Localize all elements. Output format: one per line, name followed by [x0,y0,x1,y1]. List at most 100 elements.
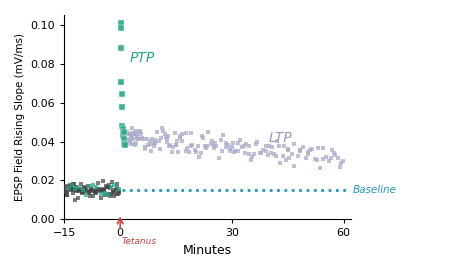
Point [106,193,114,198]
Point [120,136,128,140]
Point [75,185,83,189]
Point [118,104,126,109]
Point [200,135,207,140]
Point [299,145,306,149]
Point [101,193,109,197]
Point [164,134,172,138]
Point [161,132,169,136]
Point [325,159,332,163]
Point [182,149,190,154]
Point [127,132,134,137]
Point [311,157,319,161]
Point [80,184,88,189]
Point [262,149,269,153]
Point [189,143,196,147]
Point [217,137,224,142]
Point [272,154,280,158]
Point [133,135,141,140]
Point [64,193,71,197]
Point [136,137,144,141]
Point [296,149,304,153]
Point [150,144,158,148]
Point [100,187,108,191]
Point [187,143,194,148]
Point [176,134,183,138]
Point [227,149,234,153]
Point [69,183,76,188]
Point [112,192,120,197]
Point [248,155,256,159]
Text: Baseline: Baseline [353,185,397,195]
Point [166,143,173,147]
Point [215,156,222,160]
Point [88,187,95,191]
Point [136,129,144,133]
Point [327,156,335,160]
Point [276,161,284,165]
Point [91,189,99,194]
Point [197,151,205,155]
Point [155,138,163,143]
Point [67,187,74,191]
Point [302,155,310,160]
Point [280,144,288,148]
Point [64,185,72,189]
Point [171,131,179,135]
Point [226,146,233,151]
Point [114,191,121,196]
Point [127,133,135,137]
Point [82,193,90,197]
Point [182,131,190,135]
Point [82,190,89,194]
Point [122,130,129,135]
Point [191,148,199,152]
Point [170,145,177,149]
Point [117,46,125,50]
Point [125,138,132,143]
Point [158,125,166,130]
Point [131,132,139,136]
Point [91,190,99,194]
Point [284,147,292,152]
Point [104,185,112,189]
Point [162,135,170,139]
Point [62,184,70,188]
Point [306,148,314,153]
Point [294,154,302,158]
Point [70,188,77,193]
Point [267,151,274,155]
Point [67,184,75,188]
Point [219,133,227,137]
Point [71,182,78,186]
Point [138,136,146,141]
Point [330,151,338,155]
Point [137,129,144,134]
Point [97,188,104,193]
Point [103,185,110,190]
Point [124,132,131,136]
Point [322,155,329,159]
Point [254,139,261,144]
Text: PTP: PTP [129,51,155,65]
Point [79,190,87,194]
Point [94,187,102,192]
Point [331,153,339,157]
Point [210,144,218,148]
Point [123,137,130,141]
Point [117,21,124,25]
Point [92,189,100,193]
Point [85,189,93,194]
Point [121,141,128,146]
Point [69,191,76,195]
Point [121,143,129,147]
Point [109,190,117,194]
Point [172,143,180,147]
Point [257,151,264,156]
Point [120,137,128,142]
Point [100,178,107,183]
Point [88,188,95,192]
Point [317,166,324,171]
Point [115,191,122,196]
Point [241,144,248,148]
Point [128,131,136,135]
